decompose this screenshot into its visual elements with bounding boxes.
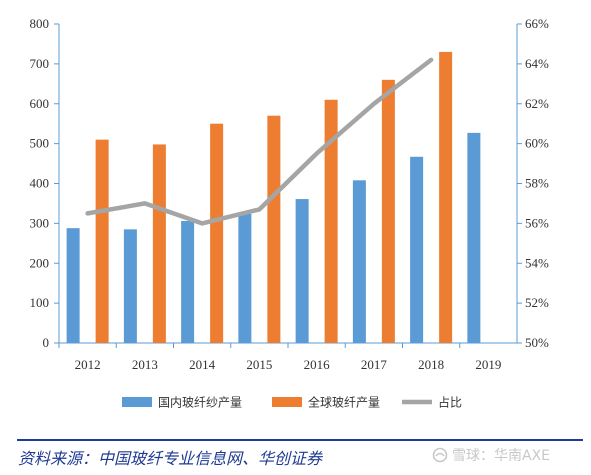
x-tick-label: 2014 bbox=[189, 357, 216, 372]
y-right-tick-label: 56% bbox=[525, 215, 549, 230]
x-tick-label: 2016 bbox=[304, 357, 331, 372]
y-left-tick-label: 200 bbox=[30, 255, 50, 270]
bar bbox=[95, 139, 109, 343]
watermark: 雪球：华南AXE bbox=[432, 445, 550, 465]
chart-line bbox=[85, 57, 434, 226]
y-right-tick-label: 62% bbox=[525, 96, 549, 111]
bar bbox=[123, 229, 137, 343]
snowball-icon bbox=[432, 447, 448, 463]
bar bbox=[295, 199, 309, 343]
legend-swatch bbox=[122, 397, 152, 407]
chart-axes: 0 100 200 300 400 500 600 700 800 50% 52% 54% 56% 58%… bbox=[30, 16, 550, 372]
legend-swatch bbox=[272, 397, 302, 407]
y-right-tick-label: 58% bbox=[525, 176, 549, 191]
bar bbox=[352, 180, 366, 343]
y-left-tick-label: 500 bbox=[30, 136, 50, 151]
x-tick-label: 2017 bbox=[361, 357, 388, 372]
x-tick-label: 2018 bbox=[418, 357, 444, 372]
y-right-tick-label: 60% bbox=[525, 136, 549, 151]
legend-label: 国内玻纤纱产量 bbox=[158, 396, 242, 410]
y-left-tick-label: 400 bbox=[30, 176, 50, 191]
y-right-tick-label: 64% bbox=[525, 56, 549, 71]
bar bbox=[152, 144, 166, 343]
bar bbox=[381, 79, 395, 343]
bar bbox=[181, 220, 195, 343]
y-right-tick-label: 52% bbox=[525, 295, 549, 310]
y-right-tick-label: 54% bbox=[525, 255, 549, 270]
x-tick-label: 2019 bbox=[475, 357, 501, 372]
y-left-tick-label: 100 bbox=[30, 295, 50, 310]
legend-label: 全球玻纤产量 bbox=[308, 395, 380, 410]
y-left-tick-label: 800 bbox=[30, 16, 50, 31]
bar bbox=[267, 115, 281, 344]
source-note: 资料来源：中国玻纤专业信息网、华创证券 bbox=[18, 449, 323, 468]
bar bbox=[467, 132, 481, 343]
y-left-tick-label: 0 bbox=[43, 335, 50, 350]
bar bbox=[238, 213, 252, 343]
y-right-tick-label: 50% bbox=[525, 335, 549, 350]
chart-legend: 国内玻纤纱产量 全球玻纤产量 占比 bbox=[122, 395, 462, 410]
watermark-text: 雪球：华南AXE bbox=[452, 448, 551, 464]
chart-bars bbox=[66, 51, 481, 344]
bar bbox=[210, 123, 224, 343]
source-divider bbox=[17, 439, 583, 441]
y-right-tick-label: 66% bbox=[525, 16, 549, 31]
y-left-tick-label: 700 bbox=[30, 56, 50, 71]
bar bbox=[439, 51, 453, 343]
bar bbox=[66, 228, 80, 343]
x-tick-label: 2012 bbox=[75, 357, 101, 372]
x-tick-label: 2013 bbox=[132, 357, 158, 372]
bar bbox=[410, 156, 424, 343]
share-line bbox=[85, 57, 434, 226]
x-tick-label: 2015 bbox=[246, 357, 272, 372]
y-left-tick-label: 600 bbox=[30, 96, 50, 111]
bar bbox=[324, 99, 338, 343]
y-left-tick-label: 300 bbox=[30, 215, 50, 230]
legend-label: 占比 bbox=[438, 395, 462, 410]
